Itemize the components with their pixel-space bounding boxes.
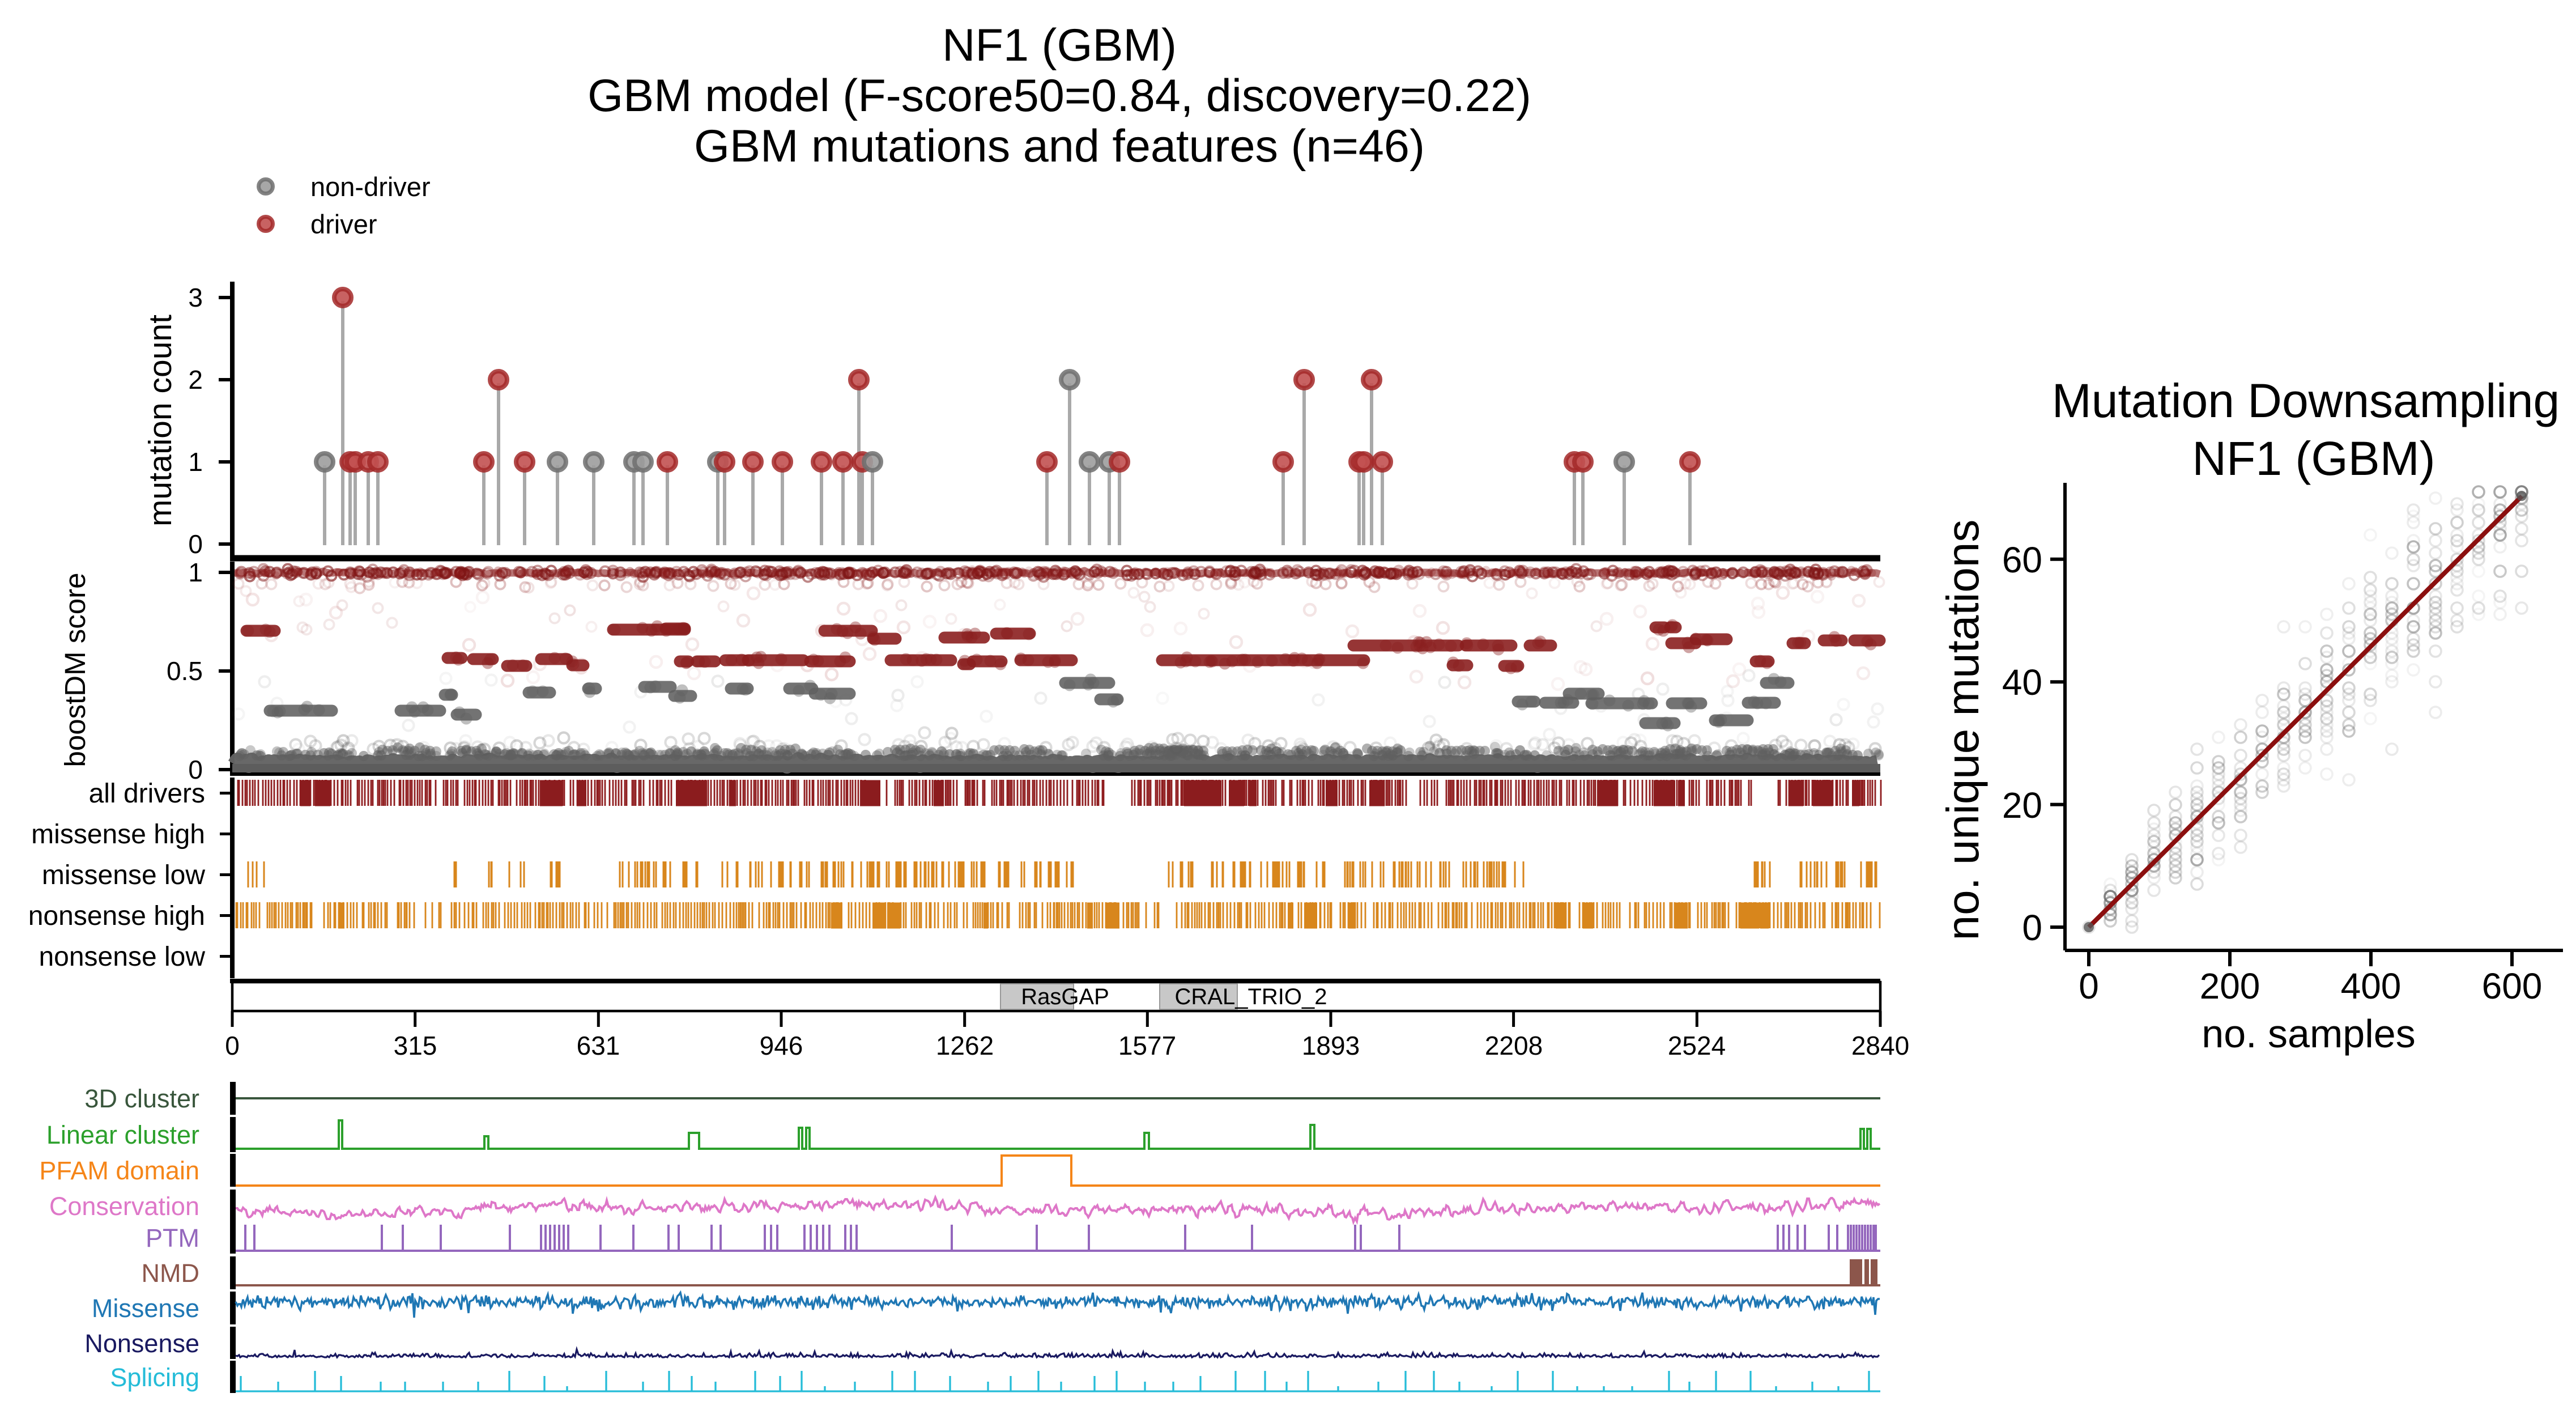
svg-text:2208: 2208: [1485, 1031, 1543, 1060]
svg-text:Missense: Missense: [92, 1294, 199, 1323]
svg-text:mutation count: mutation count: [142, 315, 178, 526]
svg-text:0: 0: [2022, 907, 2042, 948]
svg-text:2: 2: [188, 365, 203, 394]
svg-text:Mutation Downsampling: Mutation Downsampling: [2052, 374, 2560, 427]
svg-text:200: 200: [2200, 966, 2260, 1006]
svg-text:600: 600: [2482, 966, 2543, 1006]
svg-text:3D cluster: 3D cluster: [84, 1084, 199, 1113]
svg-text:GBM mutations and features (n=: GBM mutations and features (n=46): [694, 121, 1425, 172]
svg-text:Splicing: Splicing: [110, 1363, 199, 1392]
svg-text:631: 631: [577, 1031, 620, 1060]
svg-text:1262: 1262: [936, 1031, 994, 1060]
svg-text:Nonsense: Nonsense: [84, 1329, 199, 1358]
svg-text:PFAM domain: PFAM domain: [39, 1156, 199, 1185]
svg-text:2524: 2524: [1668, 1031, 1726, 1060]
svg-text:nonsense high: nonsense high: [28, 901, 205, 931]
svg-text:NMD: NMD: [142, 1259, 199, 1288]
svg-text:no. unique mutations: no. unique mutations: [1938, 520, 1988, 941]
svg-text:0.5: 0.5: [167, 656, 203, 686]
svg-text:GBM model (F-score50=0.84, dis: GBM model (F-score50=0.84, discovery=0.2…: [587, 70, 1531, 121]
svg-text:0: 0: [188, 529, 203, 559]
svg-text:400: 400: [2341, 966, 2402, 1006]
svg-text:1893: 1893: [1302, 1031, 1360, 1060]
svg-text:non-driver: non-driver: [310, 172, 431, 202]
svg-text:RasGAP: RasGAP: [1021, 984, 1109, 1009]
svg-text:CRAL_TRIO_2: CRAL_TRIO_2: [1175, 984, 1327, 1009]
svg-text:40: 40: [2002, 662, 2042, 703]
svg-text:boostDM score: boostDM score: [59, 573, 91, 767]
svg-text:0: 0: [188, 755, 203, 784]
svg-text:315: 315: [394, 1031, 437, 1060]
svg-text:20: 20: [2002, 785, 2042, 826]
svg-text:60: 60: [2002, 540, 2042, 580]
svg-text:Linear cluster: Linear cluster: [46, 1120, 199, 1149]
svg-text:0: 0: [225, 1031, 240, 1060]
svg-text:3: 3: [188, 283, 203, 312]
svg-text:no. samples: no. samples: [2202, 1012, 2415, 1056]
svg-text:PTM: PTM: [146, 1224, 199, 1252]
svg-text:NF1 (GBM): NF1 (GBM): [942, 20, 1177, 71]
svg-text:driver: driver: [310, 209, 377, 239]
svg-text:946: 946: [760, 1031, 803, 1060]
svg-text:2840: 2840: [1851, 1031, 1909, 1060]
svg-text:Conservation: Conservation: [49, 1192, 199, 1221]
svg-text:1: 1: [188, 558, 203, 587]
svg-text:NF1 (GBM): NF1 (GBM): [2192, 432, 2435, 485]
svg-text:0: 0: [2079, 966, 2099, 1006]
svg-text:missense high: missense high: [31, 819, 205, 850]
svg-text:1: 1: [188, 447, 203, 477]
svg-text:nonsense low: nonsense low: [39, 942, 205, 972]
svg-text:missense low: missense low: [42, 860, 205, 890]
svg-text:1577: 1577: [1118, 1031, 1176, 1060]
svg-text:all drivers: all drivers: [89, 779, 205, 809]
